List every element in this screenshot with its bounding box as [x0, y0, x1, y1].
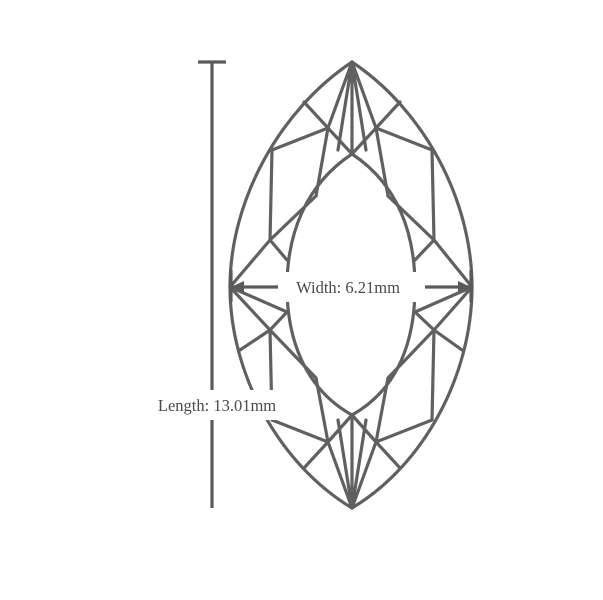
lower-side-facets [228, 285, 474, 422]
lower-point-facets [270, 376, 434, 510]
upper-side-facets [228, 148, 474, 314]
width-label: Width: 6.21mm [296, 278, 400, 297]
marquise-gem [228, 60, 474, 510]
length-label: Length: 13.01mm [158, 396, 276, 415]
length-dimension: Length: 13.01mm [147, 60, 287, 508]
upper-point-facets [270, 60, 434, 198]
width-dimension: Width: 6.21mm [229, 270, 473, 302]
width-arrow-right [458, 281, 471, 293]
width-arrow-left [231, 281, 244, 293]
